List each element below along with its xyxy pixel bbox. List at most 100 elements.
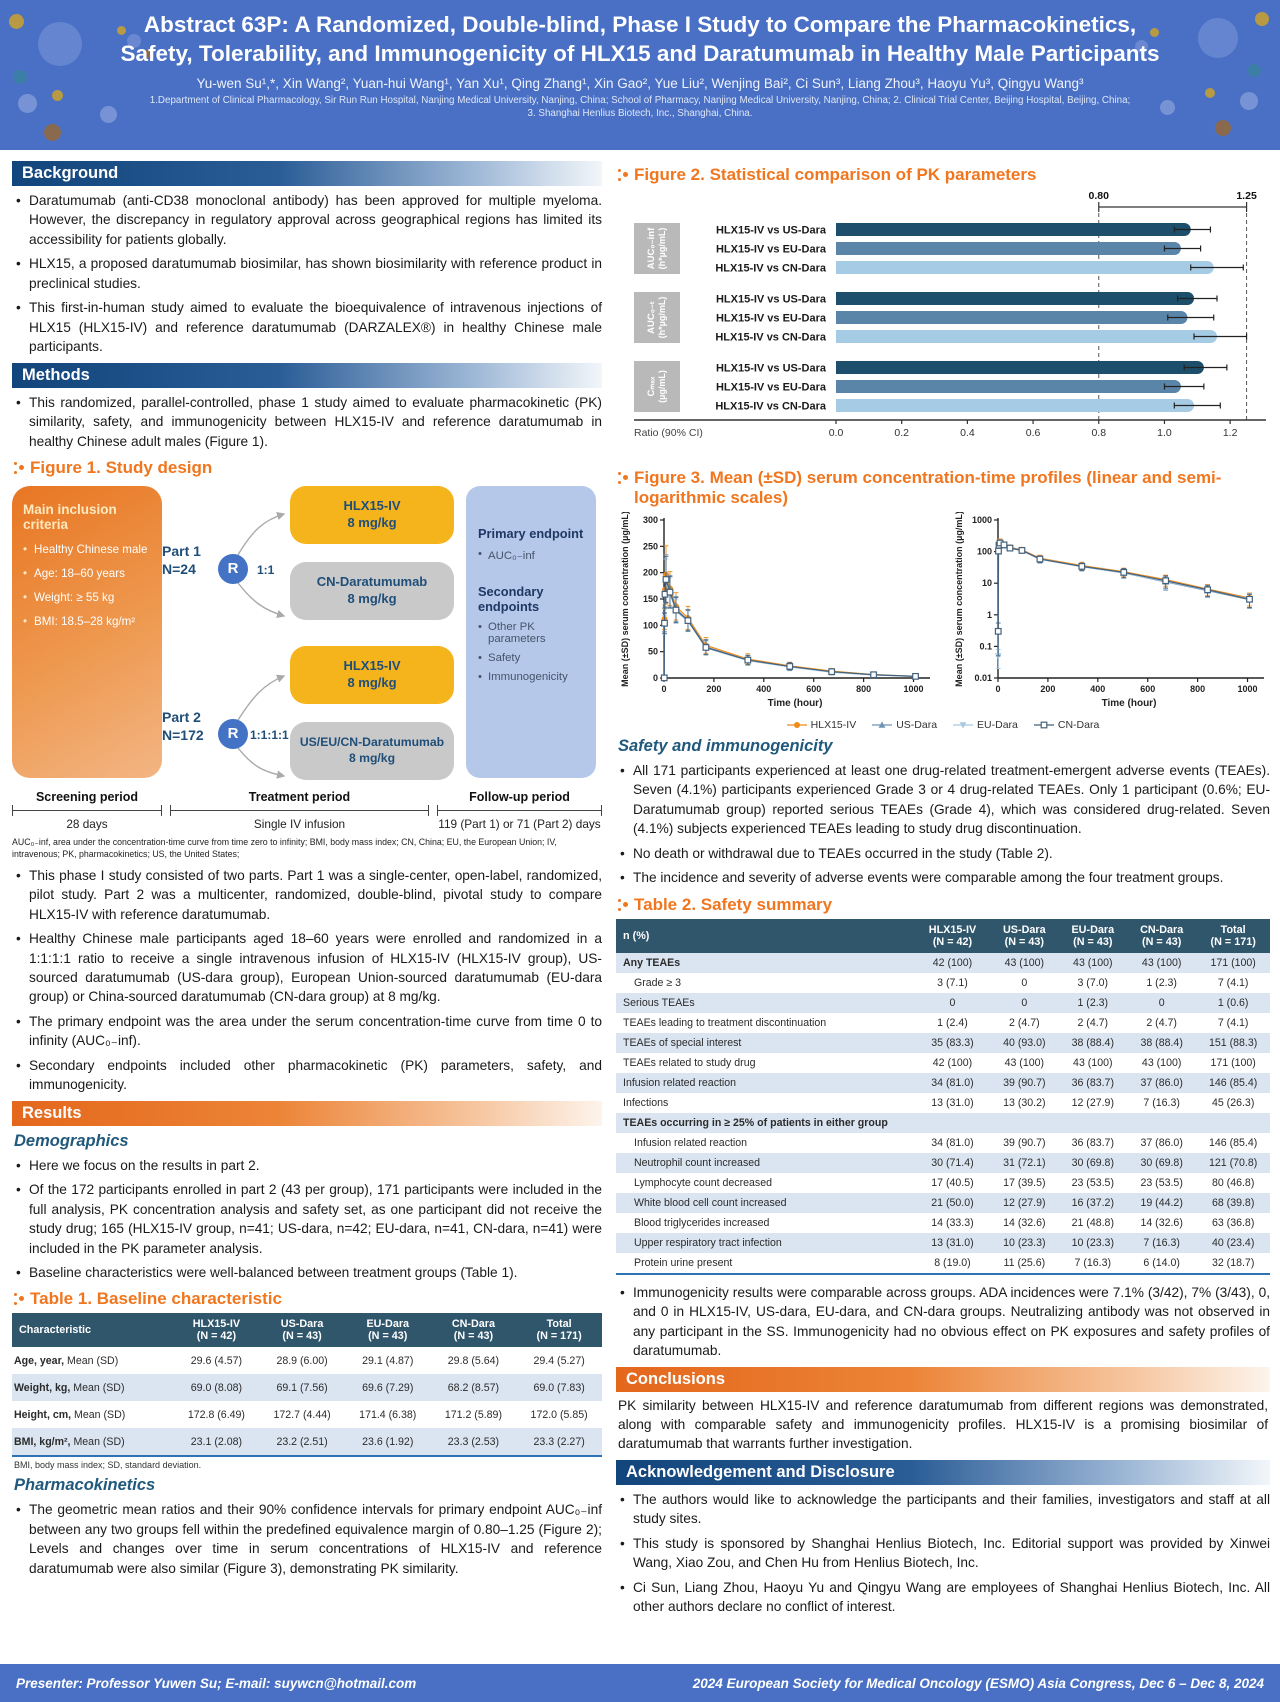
value-cell: 171 (100) <box>1210 956 1256 969</box>
endpoints-box: Primary endpoint AUC₀₋inf Secondary endp… <box>466 485 596 778</box>
row-label-cell: White blood cell count increased <box>634 1196 787 1209</box>
svg-text:0.1: 0.1 <box>979 641 992 651</box>
svg-text:1000: 1000 <box>1238 684 1258 694</box>
table-row: Weight, kg, Mean (SD) 69.0 (8.08) 69.1 (7.… <box>12 1374 602 1402</box>
legend-item: EU-Dara <box>953 719 1018 731</box>
value-cell: 40 (23.4) <box>1211 1236 1255 1249</box>
value-cell: 172.8 (6.49) <box>187 1408 245 1421</box>
inclusion-item: Weight: ≥ 55 kg <box>23 591 151 604</box>
ratio-part1: 1:1 <box>257 562 275 577</box>
svg-text:0.0: 0.0 <box>829 427 844 439</box>
row-label-cell: Serious TEAEs <box>623 996 695 1009</box>
value-cell: 172.0 (5.85) <box>530 1408 588 1421</box>
bullet-item: This first-in-human study aimed to evalu… <box>16 298 602 356</box>
table-row: TEAEs of special interest 35 (83.3) 40 (93… <box>616 1032 1270 1053</box>
endpoint-item: Other PK parameters <box>478 621 586 645</box>
figure-marker-icon <box>14 1292 24 1306</box>
pk-bullets: The geometric mean ratios and their 90% … <box>12 1500 602 1578</box>
row-label-cell: Height, cm, Mean (SD) <box>14 1408 126 1421</box>
table1-footnote: BMI, body mass index; SD, standard devia… <box>14 1460 202 1471</box>
column-header: Total (N = 171) <box>516 1313 602 1348</box>
value-cell: 23.2 (2.51) <box>276 1435 328 1448</box>
svg-text:250: 250 <box>643 541 658 551</box>
svg-text:Time (hour): Time (hour) <box>768 698 823 709</box>
methods-bullets: This randomized, parallel-controlled, ph… <box>12 393 602 451</box>
table-row: TEAEs leading to treatment discontinuati… <box>616 1013 1270 1033</box>
value-cell: 0 <box>949 996 956 1009</box>
header-banner: Abstract 63P: A Randomized, Double-blind… <box>0 0 1280 150</box>
value-cell: 2 (4.7) <box>1146 1016 1177 1029</box>
row-label-cell: TEAEs leading to treatment discontinuati… <box>623 1016 827 1029</box>
row-label-cell: Lymphocyte count decreased <box>634 1176 772 1189</box>
arm-box-us-eu-cn-dara-part2: US/EU/CN-Daratumumab 8 mg/kg <box>290 721 454 780</box>
value-cell: 80 (46.8) <box>1211 1176 1255 1189</box>
figure-marker-icon <box>618 471 628 485</box>
svg-text:0.80: 0.80 <box>1089 190 1110 202</box>
value-cell: 0 <box>1021 976 1028 989</box>
svg-text:1: 1 <box>987 610 992 620</box>
value-cell: 23.3 (2.27) <box>533 1435 585 1448</box>
right-column: Figure 2. Statistical comparison of PK p… <box>616 158 1270 1623</box>
value-cell: 29.6 (4.57) <box>190 1354 243 1367</box>
value-cell: 17 (39.5) <box>1003 1176 1046 1189</box>
value-cell: 31 (72.1) <box>1003 1156 1046 1169</box>
svg-text:HLX15-IV vs EU-Dara: HLX15-IV vs EU-Dara <box>716 313 827 325</box>
column-header: HLX15-IV (N = 42) <box>173 1313 260 1348</box>
value-cell: 6 (14.0) <box>1143 1256 1180 1269</box>
column-header: Total (N = 171) <box>1196 918 1270 953</box>
value-cell: 29.4 (5.27) <box>533 1354 585 1367</box>
endpoint-item: Immunogenicity <box>478 671 586 683</box>
svg-text:(µg/mL): (µg/mL) <box>657 370 667 403</box>
arm-box-hlx15-part2: HLX15-IV 8 mg/kg <box>290 645 454 704</box>
svg-text:0.01: 0.01 <box>974 673 992 683</box>
row-label-cell: Blood triglycerides increased <box>634 1216 770 1229</box>
timeline-followup: Follow-up period 119 (Part 1) or 71 (Par… <box>437 789 602 831</box>
svg-text:(h*µg/mL): (h*µg/mL) <box>657 297 667 339</box>
figure-marker-icon <box>618 898 628 912</box>
column-header: Characteristic <box>12 1313 174 1348</box>
row-label-cell: Neutrophil count increased <box>634 1156 761 1169</box>
affiliation-line-1: 1.Department of Clinical Pharmacology, S… <box>149 94 1131 106</box>
value-cell: 43 (100) <box>1004 956 1045 969</box>
value-cell: 14 (32.6) <box>1140 1216 1183 1229</box>
footer-bar: Presenter: Professor Yuwen Su; E-mail: s… <box>0 1664 1280 1702</box>
value-cell: 38 (88.4) <box>1071 1036 1114 1049</box>
table-row: BMI, kg/m², Mean (SD) 23.1 (2.08) 23.2 (2.… <box>12 1428 602 1457</box>
legend-marker-icon <box>786 722 807 728</box>
value-cell: 7 (4.1) <box>1217 976 1249 989</box>
row-label-cell: Upper respiratory tract infection <box>634 1236 782 1249</box>
safety-summary-table: n (%) HLX15-IV (N = 42) US-Dara (N = 43) EU… <box>616 918 1270 1275</box>
value-cell: 37 (86.0) <box>1140 1136 1183 1149</box>
svg-text:0.4: 0.4 <box>960 427 975 439</box>
value-cell: 36 (83.7) <box>1071 1136 1114 1149</box>
svg-text:0: 0 <box>661 684 666 694</box>
presenter-info: Presenter: Professor Yuwen Su; E-mail: s… <box>16 1675 417 1691</box>
value-cell: 45 (26.3) <box>1211 1096 1255 1109</box>
value-cell: 68.2 (8.57) <box>447 1381 500 1394</box>
svg-text:HLX15-IV vs CN-Dara: HLX15-IV vs CN-Dara <box>715 332 827 344</box>
study-timeline: Screening period 28 days Treatment perio… <box>12 790 602 831</box>
value-cell: 43 (100) <box>1004 1056 1045 1069</box>
value-cell: 43 (100) <box>1141 1056 1182 1069</box>
svg-text:150: 150 <box>643 594 658 604</box>
value-cell: 29.1 (4.87) <box>362 1354 414 1367</box>
value-cell: 35 (83.3) <box>931 1036 974 1049</box>
value-cell: 146 (85.4) <box>1209 1136 1258 1149</box>
legend-item: HLX15-IV <box>786 719 856 731</box>
background-bullets: Daratumumab (anti-CD38 monoclonal antibo… <box>12 191 602 357</box>
section-header-conclusions: Conclusions <box>616 1366 1270 1392</box>
row-label-cell: TEAEs of special interest <box>623 1036 742 1049</box>
value-cell: 7 (16.3) <box>1074 1256 1112 1269</box>
figure-marker-icon <box>14 461 24 475</box>
bullet-item: The primary endpoint was the area under … <box>16 1012 602 1051</box>
table-row: Upper respiratory tract infection 13 (31.… <box>616 1232 1270 1253</box>
value-cell: 12 (27.9) <box>1003 1196 1046 1209</box>
svg-text:1.0: 1.0 <box>1157 427 1172 439</box>
value-cell: 172.7 (4.44) <box>273 1408 331 1421</box>
table-row: Grade ≥ 3 3 (7.1) 0 3 (7.0) 1 (2.3) 7 (4.1) <box>616 973 1270 993</box>
legend-label: EU-Dara <box>977 719 1018 731</box>
value-cell: 39 (90.7) <box>1003 1136 1046 1149</box>
section-header-background: Background <box>12 161 602 186</box>
value-cell: 68 (39.8) <box>1211 1196 1255 1209</box>
bullet-item: No death or withdrawal due to TEAEs occu… <box>620 844 1270 864</box>
